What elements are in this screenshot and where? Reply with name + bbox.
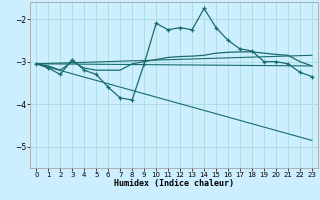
X-axis label: Humidex (Indice chaleur): Humidex (Indice chaleur): [114, 179, 234, 188]
